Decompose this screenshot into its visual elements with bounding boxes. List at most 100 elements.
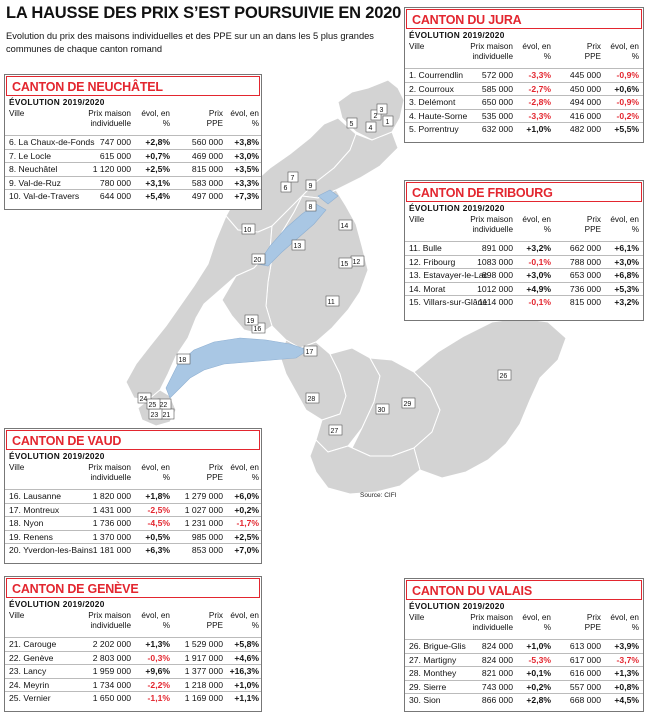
- col-evol-maison: évol, en %: [522, 42, 551, 61]
- map-label-7: 7: [287, 171, 299, 183]
- map-label-23: 23: [148, 408, 163, 420]
- svg-text:13: 13: [294, 243, 302, 250]
- cell-prix-maison: 743 000: [481, 681, 513, 692]
- cell-evol-ppe: +0,8%: [614, 681, 639, 692]
- cell-evol-ppe: +3,5%: [234, 164, 259, 175]
- cell-evol-maison: +1,3%: [145, 639, 170, 649]
- cell-ville: 16. Lausanne: [9, 491, 62, 501]
- cell-evol-ppe: +3,9%: [614, 641, 639, 651]
- cell-prix-maison: 535 000: [481, 110, 513, 121]
- table-row: 3. Delémont 650 000 -2,8% 494 000 -0,9%: [405, 95, 643, 109]
- col-ville: Ville: [409, 215, 425, 224]
- cell-evol-maison: -4,5%: [147, 518, 170, 529]
- svg-text:27: 27: [331, 428, 339, 435]
- cell-evol-ppe: +4,5%: [614, 695, 639, 706]
- cell-evol-ppe: +1,0%: [234, 679, 259, 690]
- table-row: 24. Meyrin 1 734 000 -2,2% 1 218 000 +1,0%: [5, 677, 261, 692]
- svg-text:10: 10: [244, 227, 252, 234]
- map-source: Source: CIFI: [360, 492, 397, 499]
- table-row: 22. Genève 2 803 000 -0,3% 1 917 000 +4,6%: [5, 650, 261, 665]
- cell-prix-maison: 780 000: [99, 177, 131, 188]
- cell-evol-maison: +2,8%: [145, 137, 170, 147]
- cell-evol-maison: +9,6%: [145, 666, 170, 677]
- cell-evol-maison: +0,2%: [526, 681, 551, 692]
- table-row: 2. Courroux 585 000 -2,7% 450 000 +0,6%: [405, 81, 643, 96]
- cell-evol-ppe: -0,2%: [616, 110, 639, 121]
- cell-ville: 12. Fribourg: [409, 256, 456, 267]
- cell-prix-ppe: 1 279 000: [184, 491, 223, 501]
- cell-ville: 21. Carouge: [9, 639, 57, 649]
- cell-prix-ppe: 662 000: [569, 243, 601, 253]
- cell-prix-maison: 1 370 000: [92, 531, 131, 542]
- svg-text:9: 9: [309, 183, 313, 190]
- cell-prix-maison: 1 820 000: [92, 491, 131, 501]
- col-evol-maison: évol, en %: [141, 611, 170, 630]
- col-prix-ppe: Prix PPE: [584, 215, 601, 234]
- cell-prix-maison: 2 803 000: [92, 652, 131, 663]
- canton-title: CANTON DE FRIBOURG: [406, 182, 642, 202]
- cell-prix-maison: 821 000: [481, 668, 513, 679]
- canton-title: CANTON DE GENÈVE: [6, 578, 260, 598]
- cell-prix-maison: 1 431 000: [92, 504, 131, 515]
- cell-evol-maison: -0,3%: [147, 652, 170, 663]
- svg-text:7: 7: [291, 175, 295, 182]
- col-prix-maison: Prix maison individuelle: [470, 613, 513, 632]
- table-row: 18. Nyon 1 736 000 -4,5% 1 231 000 -1,7%: [5, 516, 261, 530]
- page-subtitle: Evolution du prix des maisons individuel…: [6, 31, 374, 54]
- cell-evol-ppe: +0,2%: [234, 504, 259, 515]
- cell-prix-ppe: 613 000: [569, 641, 601, 651]
- canton-period: ÉVOLUTION 2019/2020: [409, 601, 505, 611]
- cell-prix-maison: 1 120 000: [92, 164, 131, 175]
- cell-evol-maison: +2,5%: [145, 164, 170, 175]
- svg-text:23: 23: [151, 412, 159, 419]
- cell-prix-maison: 1 734 000: [92, 679, 131, 690]
- svg-text:15: 15: [341, 261, 349, 268]
- cell-ville: 2. Courroux: [409, 83, 454, 94]
- map-label-3: 3: [376, 103, 388, 115]
- map-label-5: 5: [346, 117, 358, 129]
- col-evol-maison: évol, en %: [522, 215, 551, 234]
- cell-evol-maison: +3,2%: [526, 243, 551, 253]
- cell-prix-maison: 585 000: [481, 83, 513, 94]
- cell-prix-ppe: 482 000: [569, 124, 601, 135]
- cell-evol-maison: -0,1%: [528, 297, 551, 308]
- cell-prix-maison: 747 000: [99, 137, 131, 147]
- cell-ville: 28. Monthey: [409, 668, 457, 679]
- cell-prix-ppe: 1 377 000: [184, 666, 223, 677]
- canton-title: CANTON DU VALAIS: [406, 580, 642, 600]
- cell-evol-maison: +0,1%: [526, 668, 551, 679]
- cell-prix-maison: 824 000: [481, 654, 513, 665]
- cell-ville: 14. Morat: [409, 283, 446, 294]
- table-row: 6. La Chaux-de-Fonds 747 000 +2,8% 560 000 +…: [5, 135, 261, 149]
- map-label-19: 19: [244, 314, 259, 326]
- map-label-21: 21: [160, 408, 175, 420]
- svg-text:24: 24: [140, 396, 148, 403]
- cell-ville: 15. Villars-sur-Glâne: [409, 297, 488, 308]
- cell-evol-maison: -3,3%: [528, 70, 551, 80]
- cell-evol-ppe: +3,3%: [234, 177, 259, 188]
- cell-prix-ppe: 1 027 000: [184, 504, 223, 515]
- map-label-18: 18: [176, 353, 191, 365]
- cell-evol-ppe: +6,0%: [234, 491, 259, 501]
- cell-evol-ppe: +2,5%: [234, 531, 259, 542]
- table-header: Ville Prix maison individuelle évol, en % P…: [405, 215, 643, 241]
- table-row: 20. Yverdon-les-Bains 1 181 000 +6,3% 853 0…: [5, 543, 261, 557]
- cell-ville: 27. Martigny: [409, 654, 457, 665]
- canton-title: CANTON DE NEUCHÂTEL: [6, 76, 260, 96]
- cell-evol-maison: -2,2%: [147, 679, 170, 690]
- cell-evol-ppe: +1,1%: [234, 693, 259, 704]
- map-label-11: 11: [325, 295, 340, 307]
- cell-evol-ppe: -1,7%: [236, 518, 259, 529]
- cell-evol-ppe: -3,7%: [616, 654, 639, 665]
- table-geneve: CANTON DE GENÈVE ÉVOLUTION 2019/2020 Ville…: [4, 576, 262, 712]
- table-row: 5. Porrentruy 632 000 +1,0% 482 000 +5,5%: [405, 122, 643, 136]
- col-evol-ppe: évol, en %: [230, 109, 259, 128]
- svg-text:20: 20: [254, 257, 262, 264]
- cell-prix-ppe: 557 000: [569, 681, 601, 692]
- cell-prix-ppe: 469 000: [191, 150, 223, 161]
- map-label-24: 24: [137, 392, 152, 404]
- svg-text:12: 12: [353, 259, 361, 266]
- cell-prix-maison: 615 000: [99, 150, 131, 161]
- cell-ville: 25. Vernier: [9, 693, 51, 704]
